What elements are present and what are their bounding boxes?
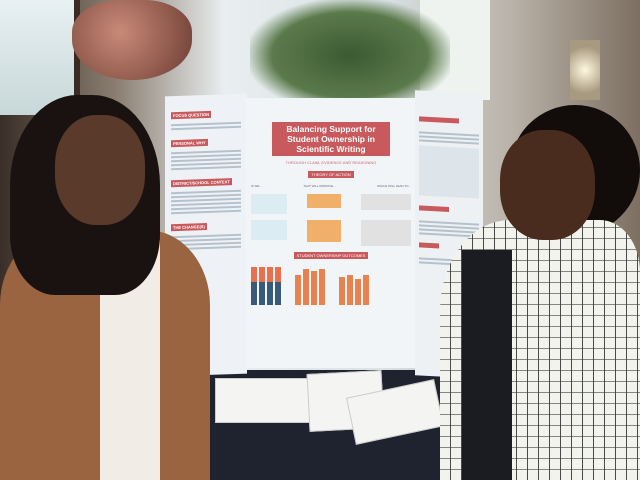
poster-subtitle: THROUGH CLAIM, EVIDENCE AND REASONING xyxy=(285,160,377,165)
chart-bar xyxy=(355,279,361,305)
section-header xyxy=(419,116,459,124)
chart-bar xyxy=(267,267,273,305)
improvement-box xyxy=(307,194,341,208)
text-line xyxy=(171,209,241,215)
improvement-box xyxy=(307,220,341,242)
chart-bar xyxy=(295,275,301,305)
column-label: THAT WILL IMPROVE... xyxy=(303,184,336,188)
chart-bar xyxy=(363,275,369,305)
text-line xyxy=(419,139,479,145)
chart-bar xyxy=(347,275,353,305)
poster-charts xyxy=(251,265,411,305)
column-label: WHICH WILL LEAD TO... xyxy=(377,184,411,188)
outcome-box xyxy=(361,194,411,210)
chart-bar xyxy=(303,269,309,305)
action-row xyxy=(251,220,411,246)
person-right-shirt xyxy=(462,250,512,480)
handout xyxy=(215,378,310,423)
person-right-face xyxy=(500,130,595,240)
column-label: IF WE... xyxy=(251,184,262,188)
section-header: PERSONAL WHY xyxy=(171,138,208,148)
section-header xyxy=(419,242,439,249)
poster-center-panel: Balancing Support for Student Ownership … xyxy=(245,98,417,368)
column-labels: IF WE... THAT WILL IMPROVE... WHICH WILL… xyxy=(251,184,411,188)
wall-lamp xyxy=(570,40,600,100)
chart-bar xyxy=(251,267,257,305)
data-table xyxy=(419,145,479,199)
chart-bar xyxy=(339,277,345,305)
chart-bar xyxy=(259,267,265,305)
chart-bar xyxy=(311,271,317,305)
star-balloon xyxy=(72,0,192,80)
theory-of-action-header: THEORY OF ACTION xyxy=(308,171,354,178)
section-header: DISTRICT/SCHOOL CONTEXT xyxy=(171,178,232,188)
person-left-face xyxy=(55,115,145,225)
text-line xyxy=(171,125,241,131)
poster-title: Balancing Support for Student Ownership … xyxy=(272,122,390,156)
section-header: FOCUS QUESTION xyxy=(171,110,212,120)
outcomes-header: STUDENT OWNERSHIP OUTCOMES xyxy=(293,252,369,259)
action-row xyxy=(251,194,411,214)
section-header xyxy=(419,205,449,212)
chart-bar xyxy=(319,269,325,305)
section-header: THE CHANGE(S) xyxy=(171,222,207,232)
action-box xyxy=(251,194,287,214)
text-line xyxy=(171,165,241,171)
outcome-box xyxy=(361,220,411,246)
chart-bar xyxy=(275,267,281,305)
action-box xyxy=(251,220,287,240)
